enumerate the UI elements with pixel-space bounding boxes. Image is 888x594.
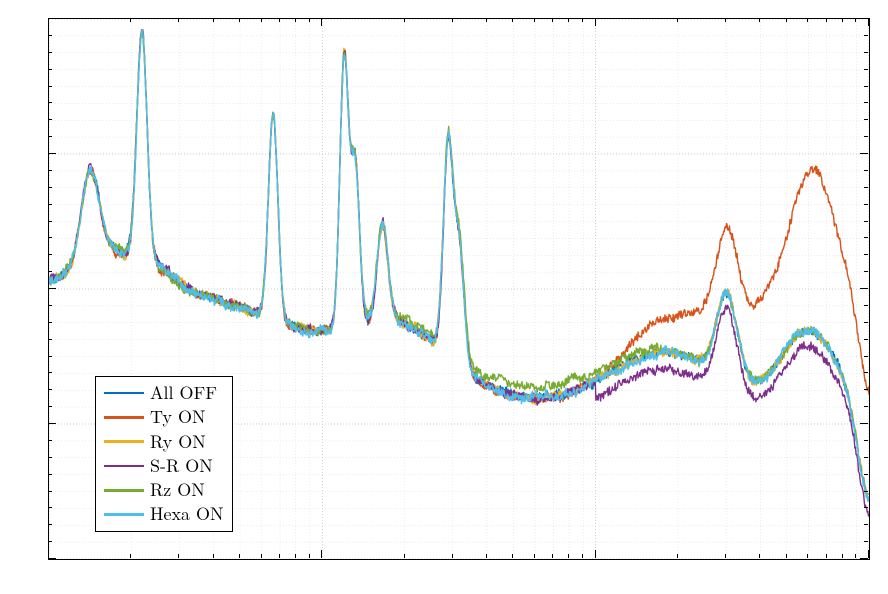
- legend-swatch: [104, 489, 144, 492]
- legend-row: S-R ON: [104, 454, 224, 478]
- series-ty-on: [49, 30, 869, 403]
- legend-row: Hexa ON: [104, 502, 224, 526]
- legend-swatch: [104, 440, 144, 443]
- legend-label: Ry ON: [150, 430, 206, 454]
- legend-swatch: [104, 513, 144, 516]
- legend-label: Rz ON: [150, 478, 205, 502]
- legend-swatch: [104, 416, 144, 419]
- spectrum-chart: All OFF Ty ON Ry ON S-R ON Rz ON Hexa ON: [0, 0, 888, 594]
- legend-row: Ry ON: [104, 430, 224, 454]
- legend: All OFF Ty ON Ry ON S-R ON Rz ON Hexa ON: [95, 376, 233, 532]
- legend-row: Rz ON: [104, 478, 224, 502]
- legend-row: Ty ON: [104, 405, 224, 429]
- legend-label: All OFF: [150, 381, 217, 405]
- legend-row: All OFF: [104, 381, 224, 405]
- legend-swatch: [104, 465, 144, 468]
- legend-label: Ty ON: [150, 405, 206, 429]
- legend-label: S-R ON: [150, 454, 213, 478]
- legend-label: Hexa ON: [150, 502, 224, 526]
- legend-swatch: [104, 392, 144, 395]
